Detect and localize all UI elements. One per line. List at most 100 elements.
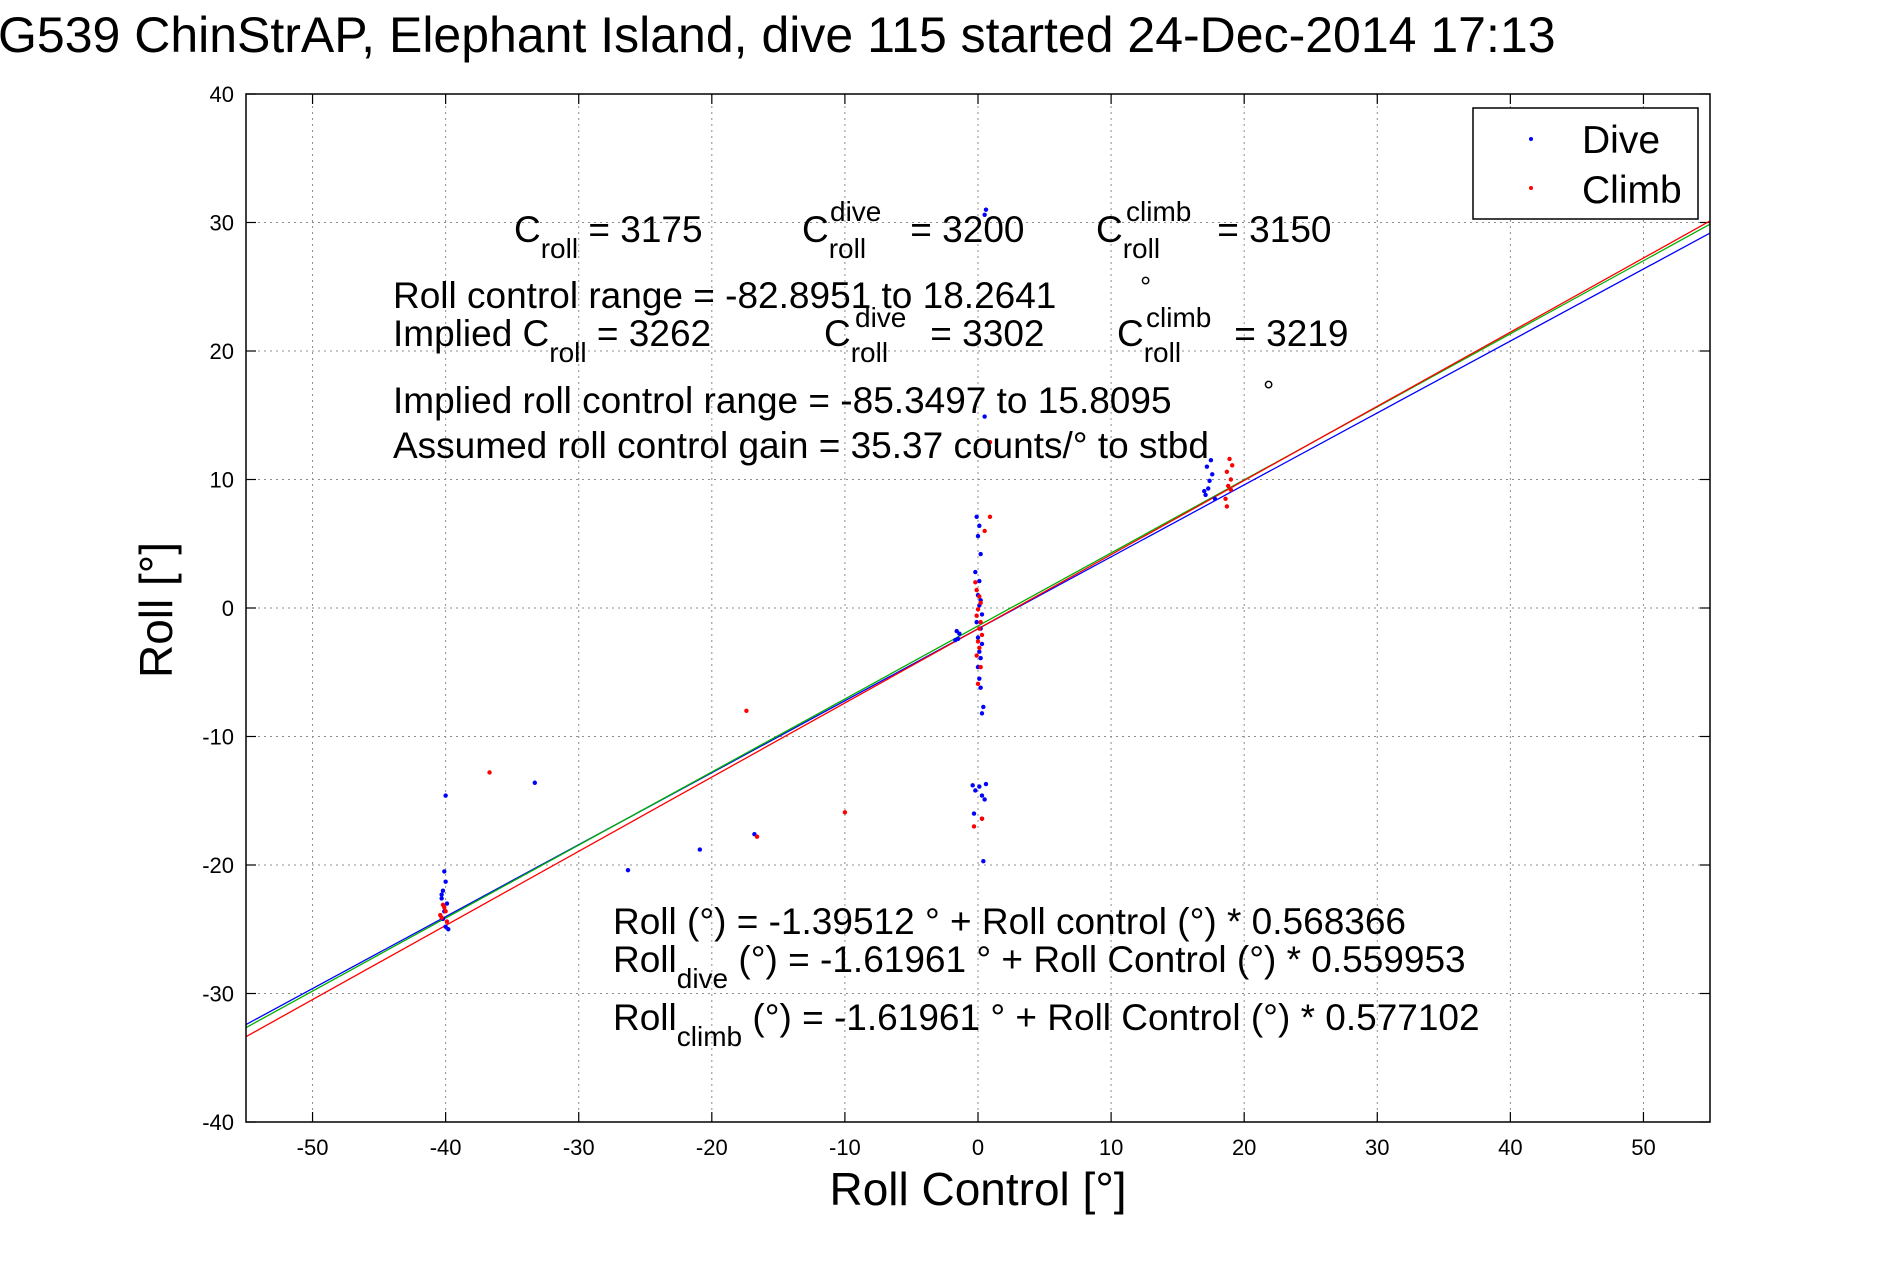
x-tick-labels: -50 -40 -30 -20 -10 0 10 20 30 40 50	[297, 1135, 1656, 1160]
climb-point	[444, 919, 450, 924]
climb-point	[842, 810, 848, 815]
climb-point	[982, 528, 987, 534]
roll-control-range-text: Roll control range = -82.8951 to 18.2641	[393, 275, 1056, 316]
dive-point	[977, 649, 982, 654]
x-tick-label: -50	[297, 1135, 329, 1160]
dive-point	[979, 793, 985, 798]
climb-point	[987, 440, 993, 445]
dive-point	[979, 711, 985, 716]
dive-point	[970, 783, 975, 788]
x-tick-label: 10	[1099, 1135, 1123, 1160]
x-tick-label: -10	[829, 1135, 861, 1160]
legend-label-dive: Dive	[1582, 119, 1660, 162]
dive-point	[532, 780, 538, 785]
climb-point	[1228, 477, 1234, 482]
implied-c-roll-dive-text: Croll = 3302	[824, 313, 1044, 368]
legend-marker-dive	[1529, 137, 1533, 141]
climb-point	[987, 514, 993, 519]
c-roll-climb-sup: climb	[1126, 196, 1191, 227]
dive-point	[978, 551, 983, 557]
dive-point	[979, 612, 985, 617]
dive-point	[977, 784, 982, 789]
fit-all-text: Roll (°) = -1.39512 ° + Roll control (°)…	[613, 901, 1406, 942]
dive-point	[1210, 472, 1215, 477]
dive-point	[1208, 458, 1214, 463]
climb-point	[977, 645, 982, 651]
climb-point	[974, 587, 979, 593]
climb-point	[975, 681, 981, 687]
implied-c-roll-climb-sup: climb	[1146, 302, 1211, 333]
climb-point	[971, 824, 977, 829]
legend-box	[1472, 107, 1699, 220]
climb-point	[438, 912, 443, 918]
dive-point	[982, 414, 987, 419]
climb-point	[1224, 504, 1230, 509]
implied-c-roll-dive-sup: dive	[855, 302, 906, 333]
dive-point	[625, 867, 631, 873]
dive-point	[982, 212, 987, 217]
c-roll-climb-text: Croll = 3150	[1096, 209, 1331, 264]
dive-point	[973, 788, 978, 793]
x-tick-label: 20	[1232, 1135, 1256, 1160]
dive-point	[977, 523, 982, 528]
climb-point	[974, 653, 979, 658]
y-tick-label: -10	[202, 725, 234, 750]
dive-point	[953, 637, 958, 643]
dive-point	[981, 858, 986, 864]
y-axis-label: Roll [°]	[130, 542, 182, 678]
dive-point	[443, 793, 448, 798]
climb-point	[1224, 469, 1230, 474]
dive-point	[981, 704, 986, 710]
implied-range-degree: °	[1263, 375, 1274, 406]
dive-point	[978, 655, 983, 661]
gain-text: Assumed roll control gain = 35.37 counts…	[393, 425, 1209, 466]
y-tick-label: -30	[202, 982, 234, 1007]
dive-point	[974, 514, 979, 519]
climb-point	[973, 580, 978, 585]
dive-point	[439, 896, 444, 901]
y-tick-label: 20	[210, 339, 234, 364]
dive-point	[977, 676, 982, 681]
dive-point	[440, 888, 446, 893]
climb-point	[1230, 463, 1235, 468]
fit-line	[245, 223, 1711, 1029]
legend-label-climb: Climb	[1582, 169, 1682, 212]
implied-range-text: Implied roll control range = -85.3497 to…	[393, 380, 1172, 421]
x-axis-label: Roll Control [°]	[829, 1163, 1126, 1215]
climb-point	[1227, 456, 1232, 462]
dive-point	[974, 619, 979, 625]
roll-control-range-degree: °	[1140, 271, 1151, 302]
climb-point	[978, 619, 983, 625]
climb-point	[1223, 496, 1228, 501]
dive-point	[977, 578, 982, 584]
x-tick-label: 0	[972, 1135, 984, 1160]
y-tick-label: -20	[202, 853, 234, 878]
y-tick-label: -40	[202, 1110, 234, 1135]
dive-point	[444, 901, 450, 906]
y-tick-label: 10	[210, 468, 234, 493]
dive-point	[1207, 478, 1212, 483]
dive-point	[697, 847, 703, 852]
climb-point	[975, 639, 981, 644]
dive-point	[982, 797, 987, 802]
climb-point	[754, 834, 760, 839]
dive-point	[1203, 492, 1208, 498]
dive-point	[439, 892, 444, 897]
dive-point	[975, 533, 981, 539]
c-roll-text: Croll = 3175	[514, 209, 703, 264]
climb-point	[978, 664, 983, 670]
dive-point	[1204, 464, 1210, 469]
dive-point	[973, 569, 978, 575]
dive-point	[446, 927, 451, 932]
climb-point	[443, 909, 448, 914]
y-tick-label: 30	[210, 211, 234, 236]
y-tick-label: 0	[222, 596, 234, 621]
climb-point	[979, 816, 985, 821]
fit-climb-text: Rollclimb (°) = -1.61961 ° + Roll Contro…	[613, 997, 1480, 1052]
x-tick-label: -40	[430, 1135, 462, 1160]
dive-point	[979, 641, 985, 647]
implied-c-roll-climb-text: Croll = 3219	[1117, 313, 1348, 368]
legend: Dive Climb	[1472, 107, 1699, 220]
x-tick-label: 50	[1631, 1135, 1655, 1160]
dive-point	[443, 879, 448, 884]
